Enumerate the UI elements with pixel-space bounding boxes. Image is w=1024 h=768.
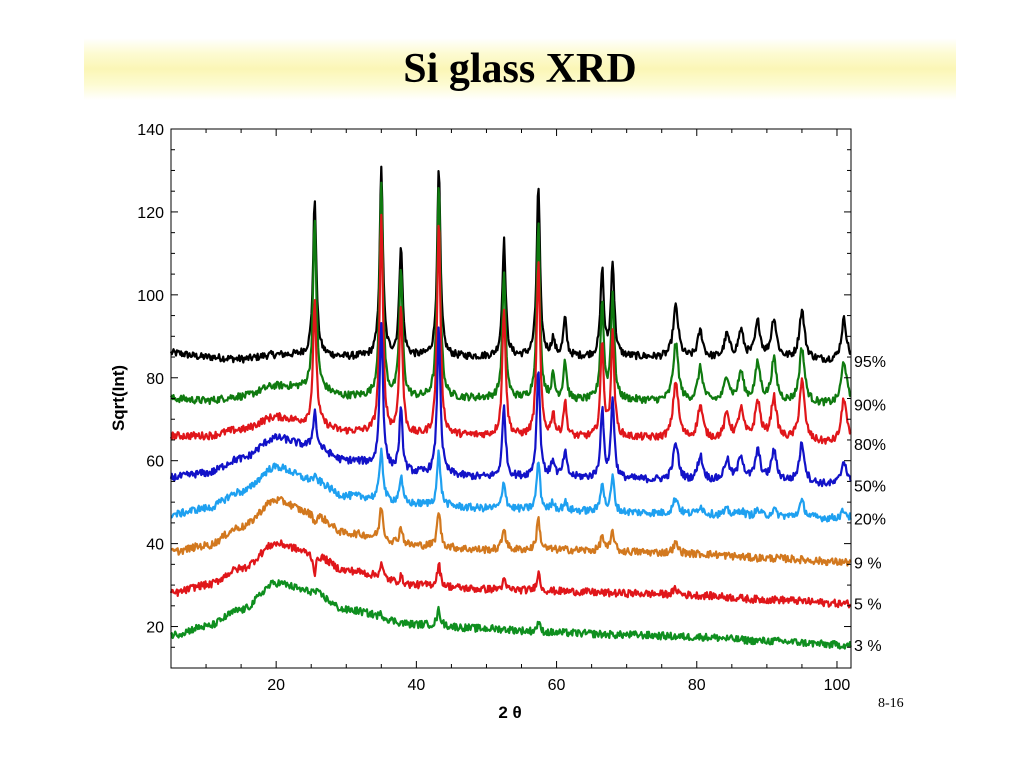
x-tick-label: 40 xyxy=(407,677,425,694)
series-line xyxy=(169,539,852,609)
x-tick-label: 20 xyxy=(267,677,285,694)
legend-entry: 9 % xyxy=(854,555,882,572)
legend-entry: 90% xyxy=(854,398,886,415)
plot-frame xyxy=(170,128,852,669)
y-tick-label: 20 xyxy=(146,620,164,637)
y-axis-label: Sqrt(Int) xyxy=(109,365,128,431)
series-line xyxy=(170,496,852,567)
legend-entry: 3 % xyxy=(854,638,882,655)
series-line xyxy=(170,447,852,523)
y-tick-label: 100 xyxy=(137,288,164,305)
x-tick-label: 100 xyxy=(824,677,851,694)
y-tick-label: 60 xyxy=(146,454,164,471)
legend-entry: 95% xyxy=(854,354,886,371)
ticks-layer xyxy=(171,128,851,669)
title-band: Si glass XRD xyxy=(84,38,956,100)
x-axis-label: 2 θ xyxy=(498,703,521,722)
series-line xyxy=(170,181,852,407)
series-line xyxy=(169,322,852,488)
series-line xyxy=(170,579,852,650)
y-tick-label: 80 xyxy=(146,371,164,388)
legend-entry: 5 % xyxy=(854,597,882,614)
slide-title: Si glass XRD xyxy=(403,46,637,92)
page-number: 8-16 xyxy=(878,696,904,711)
series-line xyxy=(169,213,852,445)
legend-entry: 80% xyxy=(854,437,886,454)
x-tick-label: 80 xyxy=(688,677,706,694)
legend-entry: 50% xyxy=(854,479,886,496)
y-tick-label: 120 xyxy=(137,205,164,222)
x-tick-label: 60 xyxy=(548,677,566,694)
series-layer xyxy=(169,165,852,650)
y-tick-label: 140 xyxy=(137,122,164,139)
legend-entry: 20% xyxy=(854,512,886,529)
labels-layer: 20 40 60 80 100 120 140 20 40 60 80 100 xyxy=(137,122,850,694)
series-line xyxy=(169,165,852,364)
legend-layer: 95% 90% 80% 50% 20% 9 % 5 % 3 % xyxy=(854,354,886,655)
y-tick-label: 40 xyxy=(146,537,164,554)
